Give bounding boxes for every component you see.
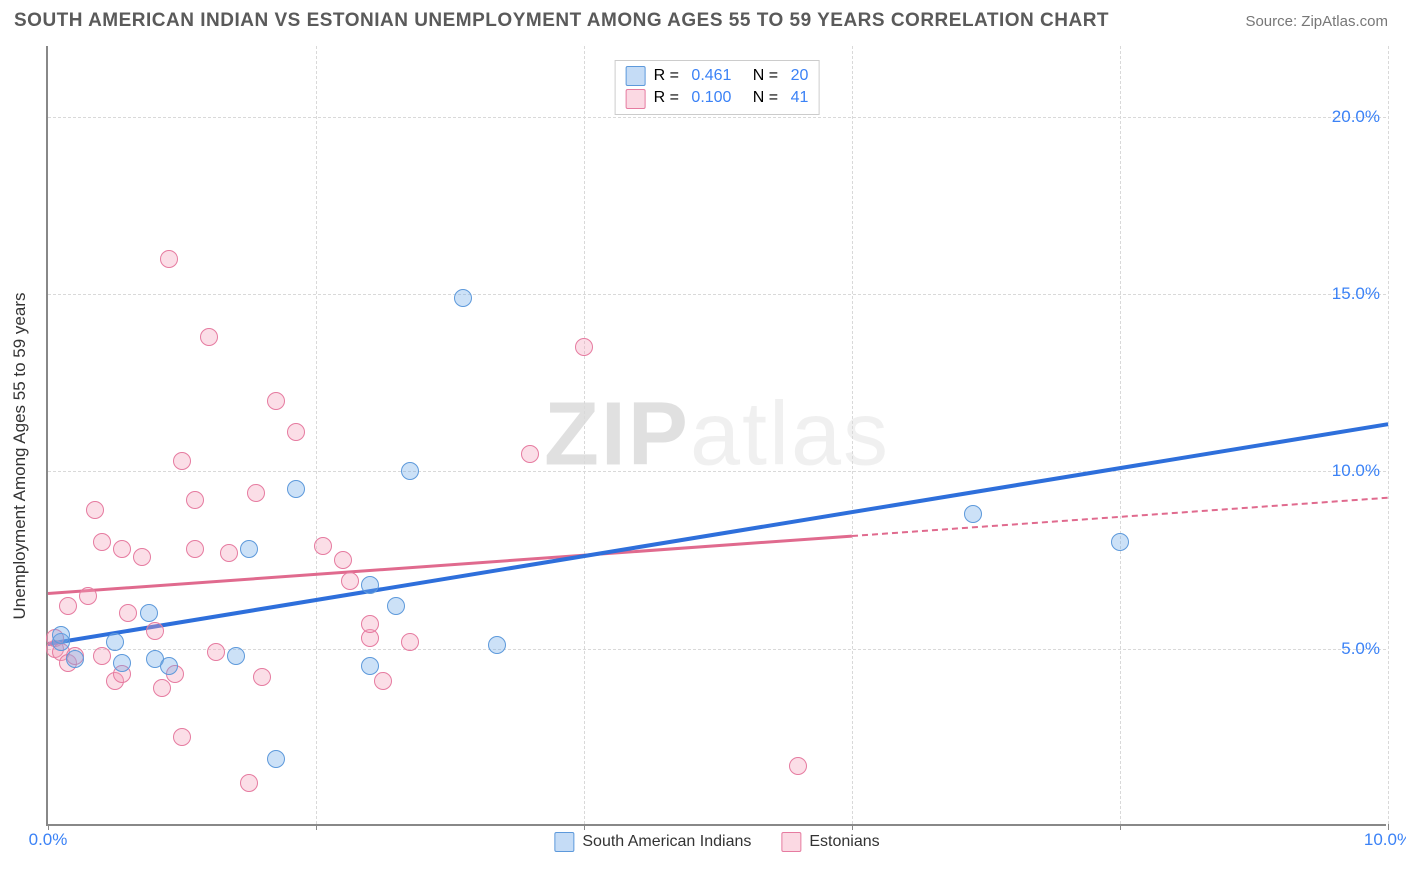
data-point-pink <box>207 643 225 661</box>
plot-area: ZIPatlas R = 0.461 N = 20 R = 0.100 N = … <box>46 46 1386 826</box>
data-point-pink <box>200 328 218 346</box>
data-point-blue <box>361 657 379 675</box>
data-point-pink <box>59 597 77 615</box>
data-point-pink <box>86 501 104 519</box>
data-point-blue <box>106 633 124 651</box>
data-point-pink <box>146 622 164 640</box>
gridline-h <box>48 471 1386 472</box>
data-point-blue <box>488 636 506 654</box>
x-tick-label-start: 0.0% <box>29 830 68 850</box>
data-point-pink <box>314 537 332 555</box>
blue-swatch-icon <box>626 66 646 86</box>
data-point-blue <box>964 505 982 523</box>
data-point-pink <box>93 533 111 551</box>
gridline-h <box>48 649 1386 650</box>
data-point-pink <box>575 338 593 356</box>
data-point-pink <box>79 587 97 605</box>
data-point-pink <box>341 572 359 590</box>
data-point-pink <box>361 615 379 633</box>
data-point-pink <box>113 540 131 558</box>
data-point-pink <box>521 445 539 463</box>
data-point-blue <box>287 480 305 498</box>
chart-title: SOUTH AMERICAN INDIAN VS ESTONIAN UNEMPL… <box>14 10 1109 32</box>
y-tick-label: 15.0% <box>1332 284 1380 304</box>
data-point-blue <box>66 650 84 668</box>
gridline-v <box>1388 46 1389 824</box>
y-tick-label: 10.0% <box>1332 461 1380 481</box>
y-tick-label: 20.0% <box>1332 107 1380 127</box>
data-point-pink <box>789 757 807 775</box>
gridline-v <box>852 46 853 824</box>
data-point-pink <box>186 540 204 558</box>
data-point-pink <box>133 548 151 566</box>
data-point-blue <box>361 576 379 594</box>
gridline-h <box>48 294 1386 295</box>
trend-line-blue <box>48 422 1389 646</box>
x-tick-label-end: 10.0% <box>1364 830 1406 850</box>
data-point-blue <box>140 604 158 622</box>
source-attribution: Source: ZipAtlas.com <box>1245 13 1388 30</box>
series-legend: South American Indians Estonians <box>554 832 879 852</box>
data-point-pink <box>401 633 419 651</box>
data-point-pink <box>153 679 171 697</box>
y-tick-label: 5.0% <box>1341 639 1380 659</box>
data-point-blue <box>160 657 178 675</box>
gridline-h <box>48 117 1386 118</box>
trend-line-pink <box>48 535 852 595</box>
data-point-pink <box>160 250 178 268</box>
data-point-blue <box>1111 533 1129 551</box>
data-point-pink <box>173 728 191 746</box>
gridline-v <box>584 46 585 824</box>
x-tick-mark <box>316 824 317 830</box>
data-point-pink <box>267 392 285 410</box>
data-point-blue <box>267 750 285 768</box>
x-tick-mark <box>852 824 853 830</box>
data-point-pink <box>119 604 137 622</box>
stats-legend: R = 0.461 N = 20 R = 0.100 N = 41 <box>615 60 820 115</box>
stats-row-pink: R = 0.100 N = 41 <box>626 87 809 109</box>
data-point-blue <box>240 540 258 558</box>
pink-swatch-icon <box>626 89 646 109</box>
gridline-v <box>316 46 317 824</box>
x-tick-mark <box>584 824 585 830</box>
x-tick-mark <box>1120 824 1121 830</box>
data-point-pink <box>253 668 271 686</box>
data-point-pink <box>247 484 265 502</box>
data-point-blue <box>52 626 70 644</box>
y-axis-label: Unemployment Among Ages 55 to 59 years <box>10 293 30 620</box>
data-point-pink <box>374 672 392 690</box>
data-point-pink <box>186 491 204 509</box>
data-point-blue <box>401 462 419 480</box>
data-point-pink <box>93 647 111 665</box>
data-point-blue <box>227 647 245 665</box>
data-point-pink <box>173 452 191 470</box>
data-point-pink <box>240 774 258 792</box>
data-point-blue <box>454 289 472 307</box>
pink-swatch-icon <box>781 832 801 852</box>
data-point-blue <box>113 654 131 672</box>
blue-swatch-icon <box>554 832 574 852</box>
legend-item-pink: Estonians <box>781 832 879 852</box>
data-point-blue <box>387 597 405 615</box>
stats-row-blue: R = 0.461 N = 20 <box>626 65 809 87</box>
chart-container: Unemployment Among Ages 55 to 59 years Z… <box>0 36 1406 866</box>
data-point-pink <box>220 544 238 562</box>
data-point-pink <box>334 551 352 569</box>
chart-header: SOUTH AMERICAN INDIAN VS ESTONIAN UNEMPL… <box>0 0 1406 36</box>
legend-item-blue: South American Indians <box>554 832 751 852</box>
data-point-pink <box>287 423 305 441</box>
gridline-v <box>1120 46 1121 824</box>
